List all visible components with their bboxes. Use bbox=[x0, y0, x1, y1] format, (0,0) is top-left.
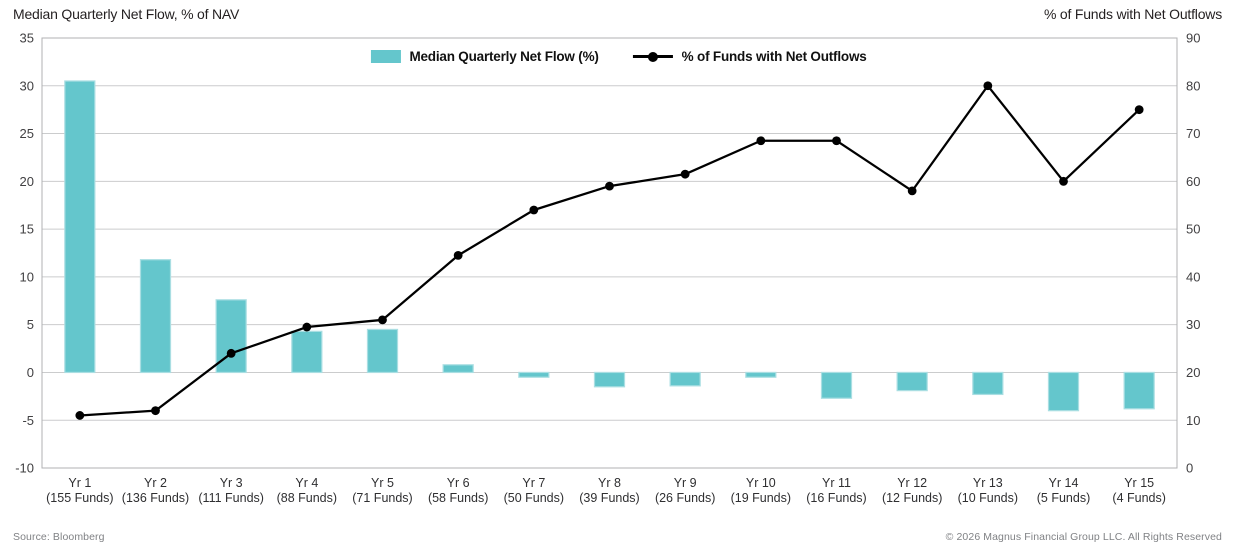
x-axis-category-label: Yr 13 (10 Funds) bbox=[958, 476, 1018, 505]
bar-net-flow bbox=[442, 364, 474, 374]
line-point bbox=[529, 205, 539, 215]
line-point bbox=[75, 411, 85, 420]
left-axis-tick: 25 bbox=[20, 126, 34, 141]
left-axis-tick: -10 bbox=[15, 461, 34, 476]
x-axis-category-label: Yr 12 (12 Funds) bbox=[882, 476, 942, 505]
bar-net-flow bbox=[366, 328, 399, 374]
right-axis-tick: 50 bbox=[1186, 222, 1200, 237]
legend-label-net-flow: Median Quarterly Net Flow (%) bbox=[409, 49, 599, 64]
x-axis-category-label: Yr 4 (88 Funds) bbox=[277, 476, 337, 505]
right-axis-tick: 40 bbox=[1186, 269, 1200, 284]
left-axis-tick: 30 bbox=[20, 78, 34, 93]
left-axis-tick: 20 bbox=[20, 174, 34, 189]
bar-net-flow bbox=[291, 330, 323, 374]
x-axis-category-label: Yr 8 (39 Funds) bbox=[579, 476, 639, 505]
line-point bbox=[302, 322, 312, 332]
left-axis-tick: 0 bbox=[27, 365, 34, 380]
line-series-marker-icon bbox=[632, 51, 673, 62]
x-axis-category-label: Yr 2 (136 Funds) bbox=[122, 476, 189, 505]
x-axis-category-label: Yr 3 (111 Funds) bbox=[198, 476, 264, 505]
bar-net-flow bbox=[1047, 371, 1080, 412]
x-axis-category-label: Yr 10 (19 Funds) bbox=[731, 476, 791, 505]
line-point bbox=[983, 81, 993, 91]
legend-item-outflows: % of Funds with Net Outflows bbox=[632, 49, 867, 64]
right-axis-tick: 90 bbox=[1186, 31, 1200, 46]
line-point bbox=[151, 406, 160, 416]
legend-item-net-flow: Median Quarterly Net Flow (%) bbox=[370, 49, 599, 64]
right-axis-tick: 0 bbox=[1186, 461, 1193, 476]
line-point bbox=[226, 348, 236, 358]
bar-net-flow bbox=[820, 371, 853, 399]
right-axis-tick: 10 bbox=[1186, 413, 1200, 428]
bar-net-flow bbox=[972, 371, 1004, 396]
bar-net-flow bbox=[139, 259, 172, 374]
source-note: Source: Bloomberg bbox=[13, 531, 105, 543]
right-axis-tick: 30 bbox=[1186, 317, 1200, 332]
line-point bbox=[756, 136, 766, 146]
bar-net-flow bbox=[669, 371, 701, 387]
x-axis-category-label: Yr 15 (4 Funds) bbox=[1112, 476, 1166, 505]
left-axis-title: Median Quarterly Net Flow, % of NAV bbox=[13, 6, 240, 22]
right-axis-tick: 80 bbox=[1186, 78, 1200, 93]
line-point bbox=[1134, 105, 1144, 115]
line-point bbox=[453, 250, 463, 260]
right-axis-title: % of Funds with Net Outflows bbox=[1043, 6, 1222, 22]
right-axis-tick: 70 bbox=[1186, 126, 1200, 141]
chart-legend: Median Quarterly Net Flow (%) % of Funds… bbox=[370, 49, 867, 64]
left-axis-tick: 10 bbox=[20, 269, 34, 284]
bar-net-flow bbox=[518, 371, 550, 378]
line-point bbox=[680, 169, 690, 179]
bar-net-flow bbox=[593, 371, 626, 388]
bar-series-swatch-icon bbox=[370, 50, 401, 63]
x-axis-category-label: Yr 5 (71 Funds) bbox=[352, 476, 412, 505]
line-point bbox=[832, 136, 841, 146]
left-axis-tick: -5 bbox=[22, 413, 34, 428]
line-point bbox=[907, 186, 917, 196]
right-axis-tick: 60 bbox=[1186, 174, 1200, 189]
left-axis-tick: 15 bbox=[20, 222, 34, 237]
line-point bbox=[605, 181, 614, 191]
x-axis-category-label: Yr 1 (155 Funds) bbox=[46, 476, 113, 505]
x-axis-category-label: Yr 14 (5 Funds) bbox=[1037, 476, 1091, 505]
plot-border bbox=[41, 37, 1178, 469]
x-axis-category-label: Yr 7 (50 Funds) bbox=[504, 476, 564, 505]
right-axis-tick: 20 bbox=[1186, 365, 1200, 380]
chart-footer: Source: Bloomberg © 2026 Magnus Financia… bbox=[13, 531, 1222, 543]
line-point bbox=[378, 315, 387, 325]
bar-net-flow bbox=[896, 371, 928, 392]
x-axis-category-label: Yr 11 (16 Funds) bbox=[806, 476, 866, 505]
x-axis-category-label: Yr 9 (26 Funds) bbox=[655, 476, 715, 505]
left-axis-tick: 5 bbox=[27, 317, 34, 332]
legend-label-outflows: % of Funds with Net Outflows bbox=[681, 49, 867, 64]
line-marker-dot-icon bbox=[647, 51, 658, 62]
left-axis-tick: 35 bbox=[20, 31, 34, 46]
bar-net-flow bbox=[745, 371, 777, 378]
bar-net-flow bbox=[64, 80, 96, 374]
bar-net-flow bbox=[1123, 371, 1155, 410]
copyright-note: © 2026 Magnus Financial Group LLC. All R… bbox=[945, 531, 1222, 543]
line-point bbox=[1059, 176, 1068, 186]
x-axis-category-label: Yr 6 (58 Funds) bbox=[428, 476, 488, 505]
